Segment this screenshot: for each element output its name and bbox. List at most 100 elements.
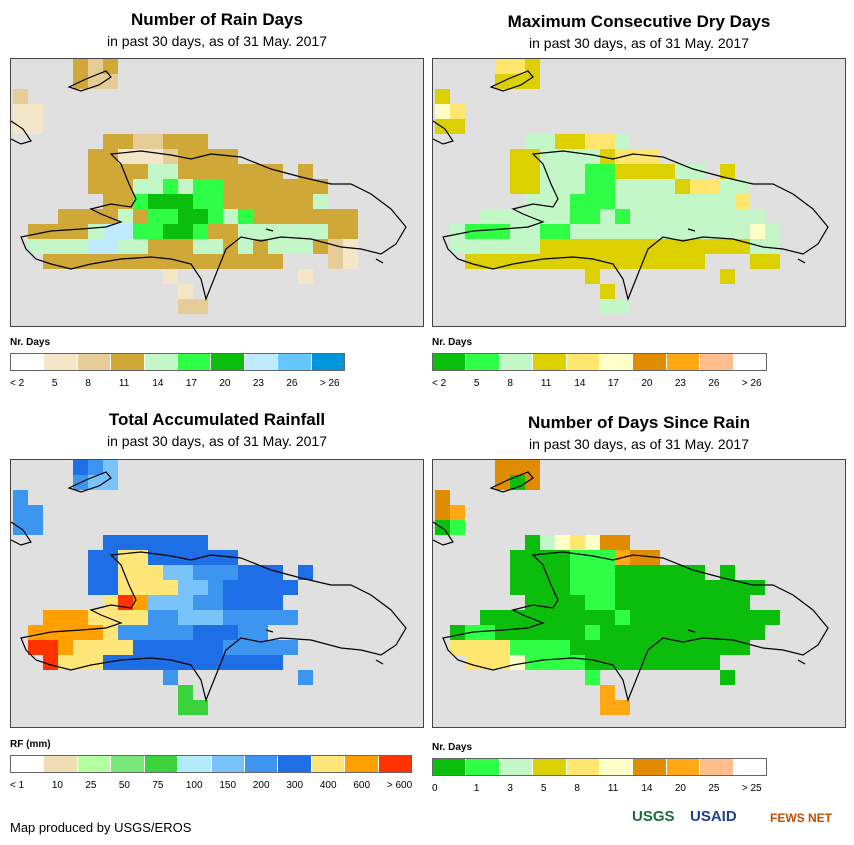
map-cell [163,134,178,149]
map-cell [675,194,690,209]
map-cell [600,224,615,239]
map-cell [133,595,148,610]
map-cell [690,625,705,640]
map-cell [615,254,630,269]
map-cell [660,164,675,179]
map-cell [178,224,193,239]
map-cell [525,134,540,149]
map-cell [118,134,133,149]
map-cell [555,209,570,224]
map-cell [570,625,585,640]
map-cell [133,565,148,580]
map-cell [555,640,570,655]
map-cell [675,610,690,625]
map-cell [720,209,735,224]
map-svg [433,460,829,715]
map-cell [600,640,615,655]
legend-swatch [211,756,245,772]
map-cell [510,565,525,580]
map-cell [238,655,253,670]
map-cell [223,625,238,640]
map-cell [510,550,525,565]
map-cell [765,254,780,269]
legend-swatch [700,354,734,370]
map-cell [435,119,450,134]
map-cell [73,625,88,640]
map-cell [645,209,660,224]
map-cell [540,164,555,179]
legend-swatch [278,756,312,772]
map-cell [660,194,675,209]
map-cell [630,625,645,640]
map-cell [118,254,133,269]
map-cell [600,179,615,194]
map-cell [525,655,540,670]
map-cell [660,580,675,595]
legend-swatch [178,354,212,370]
map-cell [133,254,148,269]
map-cell [58,254,73,269]
map-cell [118,640,133,655]
map-cell [675,179,690,194]
map-cell [208,625,223,640]
legend-label: 50 [118,780,130,791]
map-cell [268,640,283,655]
map-cell [660,209,675,224]
legend-swatch [633,759,667,775]
map-cell [720,179,735,194]
map-cell [600,580,615,595]
legend-title: RF (mm) [10,739,51,750]
map-cell [118,224,133,239]
map-cell [645,179,660,194]
map-cell [163,640,178,655]
map-cell [720,580,735,595]
map-cell [193,580,208,595]
legend-swatch [111,756,145,772]
legend-label: 10 [51,780,63,791]
map-cell [600,685,615,700]
map-cell [525,224,540,239]
map-cell [600,700,615,715]
map-cell [630,239,645,254]
map-cell [193,164,208,179]
map-cell [253,625,268,640]
map-cell [675,254,690,269]
map-cell [525,640,540,655]
map-cell [570,640,585,655]
map-cell [645,580,660,595]
map-cell [690,254,705,269]
map-cell [103,134,118,149]
map-cell [88,59,103,74]
map-cell [298,209,313,224]
map-cell [298,179,313,194]
legend-swatch [311,354,345,370]
map-cell [73,59,88,74]
map-cell [705,239,720,254]
map-cell [118,149,133,164]
map-cell [163,610,178,625]
panel-subtitle: in past 30 days, as of 31 May. 2017 [529,436,749,452]
legend-swatch [433,354,467,370]
map-cell [720,164,735,179]
map-cell [510,625,525,640]
legend-swatch [666,354,701,370]
map-cell [13,520,28,535]
map-svg [11,460,407,715]
map-cell [43,640,58,655]
map-cell [193,640,208,655]
map-cell [193,535,208,550]
map-cell [495,640,510,655]
map-cell [720,194,735,209]
map-cell [525,625,540,640]
legend-label: 14 [574,378,586,389]
map-cell [118,610,133,625]
map-cell [585,610,600,625]
map-cell [525,74,540,89]
map-cell [193,194,208,209]
legend-swatch [144,354,179,370]
map-cell [268,179,283,194]
legend-label: < 2 [432,378,447,389]
map-cell [600,655,615,670]
map-cell [615,224,630,239]
map-cell [555,194,570,209]
